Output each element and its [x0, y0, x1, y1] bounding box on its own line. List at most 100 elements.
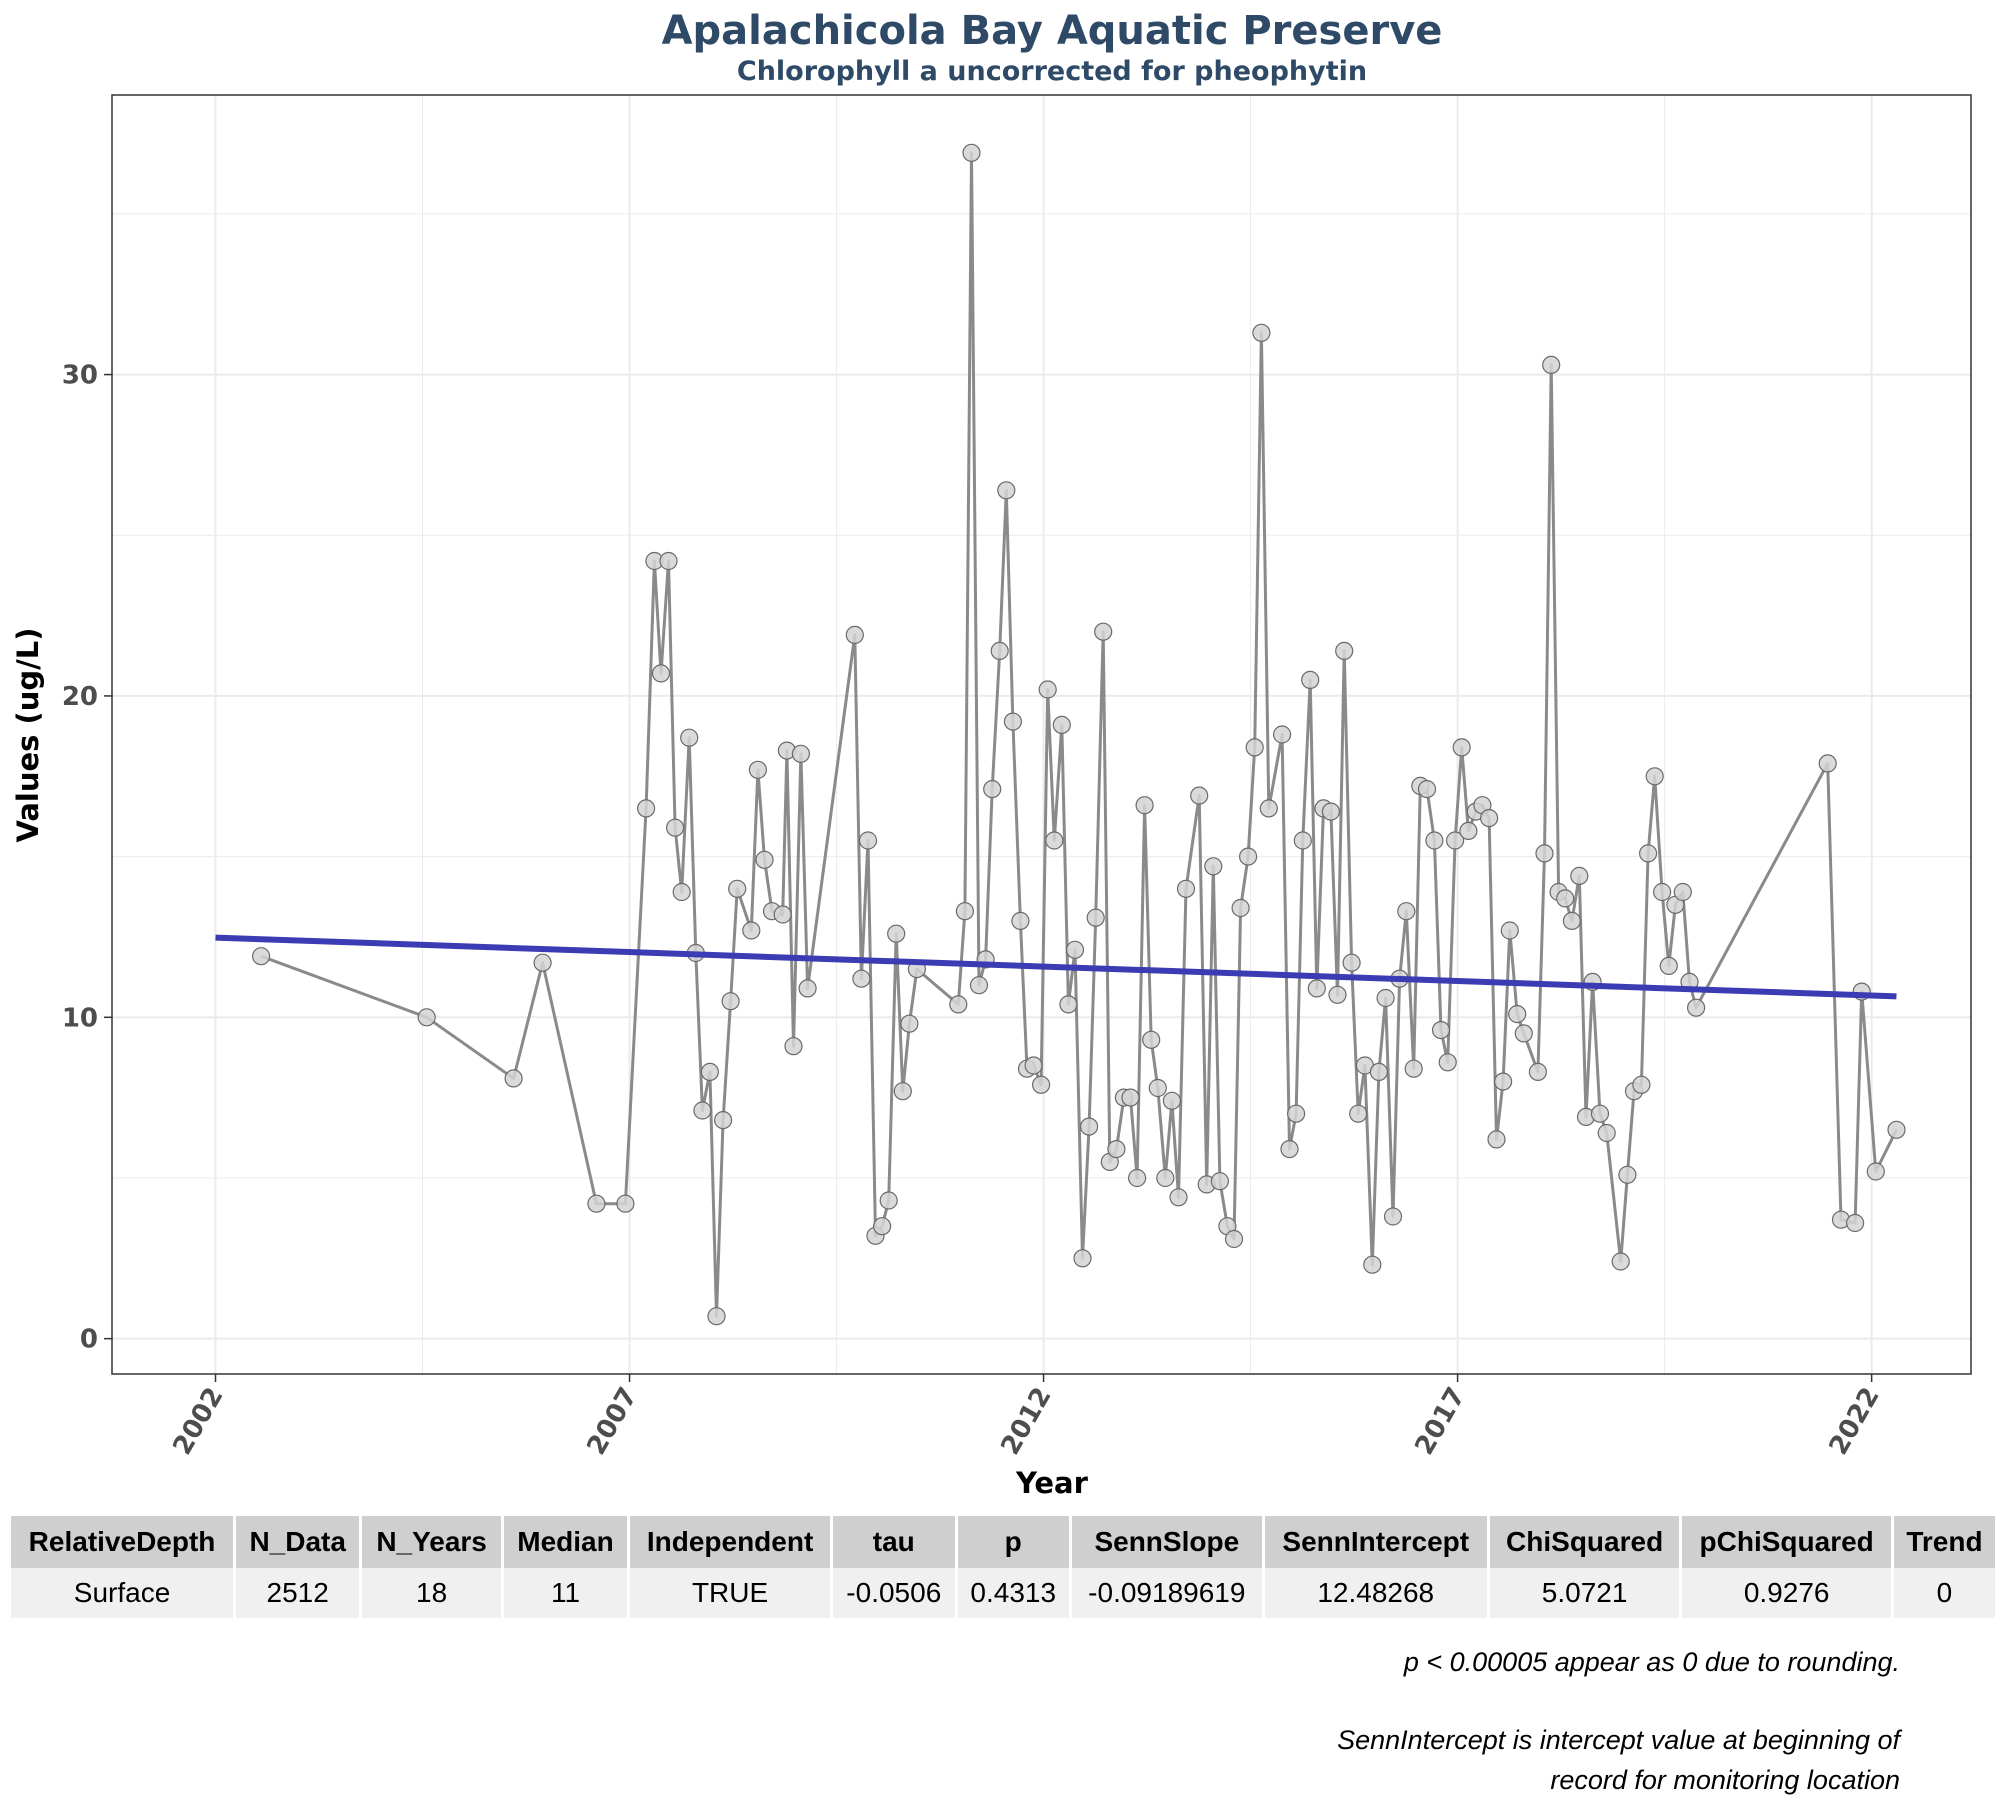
data-point [728, 879, 747, 898]
data-point [1127, 1168, 1147, 1188]
data-point [887, 924, 906, 943]
data-point [1272, 725, 1292, 744]
x-axis-title: Year [1015, 1466, 1089, 1500]
data-point [252, 947, 271, 966]
data-point [1349, 1104, 1368, 1123]
data-point [798, 979, 817, 998]
table-header-cell: p [957, 1516, 1069, 1568]
data-point [587, 1194, 606, 1213]
data-point [1632, 1075, 1651, 1094]
table-cell: 0.9276 [1682, 1568, 1891, 1618]
data-point [693, 1101, 712, 1120]
data-point [1445, 831, 1465, 850]
footnote-rounding: p < 0.00005 appear as 0 due to rounding. [1403, 1647, 1900, 1677]
data-point [1493, 1072, 1513, 1091]
data-point [1156, 1168, 1175, 1188]
data-point [1479, 808, 1499, 828]
trend-layer [215, 934, 1897, 1000]
data-point [417, 1008, 436, 1027]
data-point [1252, 323, 1271, 342]
table-header-cell: N_Data [236, 1516, 360, 1568]
data-point [1094, 622, 1113, 641]
data-point [1079, 1117, 1099, 1136]
data-point [1431, 1020, 1451, 1040]
data-point [1417, 779, 1437, 799]
gridlines [112, 95, 1971, 1374]
data-point [1142, 1030, 1161, 1049]
y-tick-label: 20 [62, 682, 98, 712]
data-point [1176, 879, 1196, 898]
data-point [900, 1014, 919, 1033]
data-point [1073, 1249, 1092, 1268]
data-point [1045, 831, 1064, 850]
data-point [858, 831, 878, 850]
data-point [1686, 998, 1706, 1017]
data-point [721, 992, 740, 1011]
data-point [1611, 1252, 1630, 1271]
data-point [1866, 1162, 1885, 1181]
data-point [1335, 641, 1354, 661]
data-point [616, 1194, 635, 1213]
y-axis-title: Values (ug/L) [11, 627, 45, 842]
data-point [1500, 921, 1519, 940]
data-point [872, 1217, 892, 1236]
data-point [672, 882, 691, 902]
data-point [1135, 796, 1154, 815]
table-header-cell: Median [503, 1516, 628, 1568]
data-point [1570, 866, 1589, 886]
table-header-cell: Independent [630, 1516, 830, 1568]
data-point [1245, 738, 1264, 757]
data-point [1293, 831, 1312, 850]
data-point [1528, 1062, 1548, 1082]
table-row: Surface 2512 18 11 TRUE -0.0506 0.4313 -0.09189… [11, 1568, 1995, 1618]
data-point [700, 1062, 720, 1082]
data-point [1121, 1088, 1140, 1107]
data-point [1052, 715, 1071, 735]
data-point [1556, 889, 1575, 908]
x-tick-label: 2002 [167, 1383, 229, 1461]
data-point [1210, 1172, 1230, 1191]
data-point [1887, 1120, 1906, 1139]
trend-line [215, 934, 1897, 1000]
data-point [1673, 882, 1692, 902]
data-point [1224, 1229, 1244, 1249]
data-point [962, 143, 981, 162]
table-header-cell: pChiSquared [1682, 1516, 1891, 1568]
table-header-cell: ChiSquared [1489, 1516, 1680, 1568]
data-point [1238, 847, 1258, 866]
data-point [1638, 844, 1658, 863]
data-point [784, 1037, 803, 1056]
table-cell: Surface [11, 1568, 234, 1618]
data-point [1286, 1104, 1306, 1123]
data-point [1086, 908, 1105, 927]
stats-table-body: Surface 2512 18 11 TRUE -0.0506 0.4313 -0.09189… [11, 1568, 1995, 1618]
data-point [1065, 940, 1085, 959]
data-point [773, 905, 792, 924]
table-cell: -0.09189619 [1071, 1568, 1262, 1618]
data-point [852, 969, 871, 988]
x-tick-label: 2012 [995, 1383, 1057, 1461]
table-header-cell: tau [833, 1516, 955, 1568]
data-point [1452, 738, 1471, 757]
table-cell: TRUE [630, 1568, 830, 1618]
data-point [1425, 831, 1444, 850]
data-point [1369, 1062, 1389, 1082]
data-point [1363, 1255, 1382, 1274]
data-point [845, 625, 864, 645]
data-point [1059, 995, 1078, 1014]
stats-table: RelativeDepth N_Data N_Years Median Independ… [8, 1516, 1998, 1618]
data-point [1487, 1130, 1506, 1149]
data-point [1652, 882, 1672, 902]
data-point [1024, 1056, 1043, 1075]
table-header-cell: SennIntercept [1264, 1516, 1487, 1568]
data-point [1307, 979, 1326, 998]
data-point [1148, 1078, 1167, 1098]
data-point [1459, 821, 1478, 841]
data-point [1383, 1207, 1403, 1226]
data-point [1003, 712, 1023, 731]
data-point [791, 744, 811, 763]
y-tick-label: 10 [62, 1003, 98, 1033]
x-tick-label: 2017 [1409, 1383, 1471, 1461]
data-point [1169, 1188, 1188, 1207]
data-point [1542, 355, 1561, 374]
